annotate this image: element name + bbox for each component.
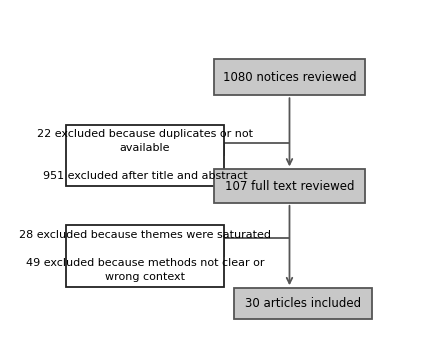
Text: 1080 notices reviewed: 1080 notices reviewed xyxy=(223,70,356,83)
FancyBboxPatch shape xyxy=(234,288,372,319)
FancyBboxPatch shape xyxy=(66,125,224,186)
FancyBboxPatch shape xyxy=(214,59,365,95)
Text: 28 excluded because themes were saturated

49 excluded because methods not clear: 28 excluded because themes were saturate… xyxy=(19,230,271,282)
FancyBboxPatch shape xyxy=(66,225,224,287)
Text: 22 excluded because duplicates or not
available

951 excluded after title and ab: 22 excluded because duplicates or not av… xyxy=(37,129,253,182)
Text: 107 full text reviewed: 107 full text reviewed xyxy=(225,180,354,193)
FancyBboxPatch shape xyxy=(214,169,365,203)
Text: 30 articles included: 30 articles included xyxy=(245,297,361,310)
